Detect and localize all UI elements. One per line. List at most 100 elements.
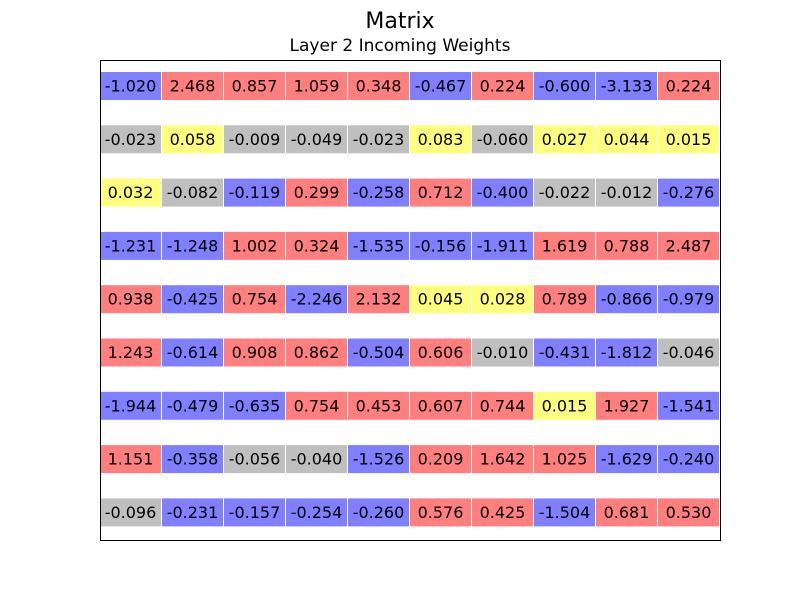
matrix-cell-bg <box>534 498 595 527</box>
matrix-cell-value: 0.425 <box>480 503 526 522</box>
matrix-cell-value: -0.156 <box>415 236 467 255</box>
matrix-cell-value: 2.132 <box>356 290 402 309</box>
matrix-cell-value: -0.425 <box>167 290 219 309</box>
matrix-cell-bg <box>534 445 595 474</box>
matrix-cell-bg <box>596 72 657 100</box>
matrix-cell-value: -0.060 <box>477 130 529 149</box>
matrix-cell-bg <box>162 72 223 100</box>
matrix-cell-bg <box>658 72 719 100</box>
matrix-cell-value: 0.862 <box>294 343 340 362</box>
matrix-cell-value: -2.246 <box>291 290 343 309</box>
matrix-cell-value: 1.151 <box>108 450 154 469</box>
matrix-cell-bg <box>534 125 595 154</box>
matrix-cell-bg <box>534 391 595 420</box>
matrix-cell-value: -0.467 <box>415 77 467 96</box>
matrix-cell-bg <box>658 498 719 527</box>
matrix-cell-value: -0.023 <box>105 130 157 149</box>
matrix-cell-bg <box>596 498 657 527</box>
matrix-cell-value: 0.754 <box>294 396 340 415</box>
matrix-cell-value: -1.541 <box>663 396 715 415</box>
matrix-cell-bg <box>100 285 161 314</box>
matrix-cell-value: 0.453 <box>356 396 402 415</box>
matrix-cell-value: 0.209 <box>418 450 464 469</box>
matrix-cell-bg <box>658 125 719 154</box>
matrix-cell-bg <box>162 338 223 367</box>
matrix-cell-bg <box>348 231 409 260</box>
matrix-cell-bg <box>596 231 657 260</box>
matrix-cell-bg <box>348 125 409 154</box>
matrix-cell-bg <box>348 498 409 527</box>
matrix-cell-value: -0.119 <box>229 183 281 202</box>
matrix-cell-value: 0.857 <box>232 77 278 96</box>
matrix-cell-bg <box>410 231 471 260</box>
matrix-cell-value: 0.348 <box>356 77 402 96</box>
matrix-cell-bg <box>286 125 347 154</box>
matrix-cell-bg <box>100 338 161 367</box>
plot-frame <box>100 60 721 541</box>
matrix-cell-bg <box>472 445 533 474</box>
matrix-cell-value: 0.908 <box>232 343 278 362</box>
matrix-cell-bg <box>100 231 161 260</box>
matrix-cell-value: 0.015 <box>542 396 588 415</box>
matrix-cell-value: 0.015 <box>666 130 712 149</box>
matrix-cell-bg <box>410 391 471 420</box>
matrix-cell-bg <box>162 391 223 420</box>
matrix-cell-bg <box>472 498 533 527</box>
matrix-cell-bg <box>286 338 347 367</box>
matrix-cell-value: -0.358 <box>167 450 219 469</box>
matrix-cell-value: 0.789 <box>542 290 588 309</box>
matrix-cell-bg <box>286 285 347 314</box>
matrix-cell-value: -0.022 <box>539 183 591 202</box>
matrix-cell-bg <box>224 178 285 207</box>
matrix-cell-bg <box>286 231 347 260</box>
matrix-cell-value: 1.642 <box>480 450 526 469</box>
matrix-cell-value: 1.002 <box>232 236 278 255</box>
matrix-cell-bg <box>224 125 285 154</box>
matrix-cell-bg <box>162 231 223 260</box>
matrix-cell-bg <box>534 72 595 100</box>
matrix-cell-value: -0.504 <box>353 343 405 362</box>
matrix-cell-value: 0.754 <box>232 290 278 309</box>
matrix-cell-value: 0.044 <box>604 130 650 149</box>
matrix-cell-bg <box>224 445 285 474</box>
matrix-cell-bg <box>348 391 409 420</box>
matrix-cell-value: 1.619 <box>542 236 588 255</box>
matrix-cell-bg <box>162 498 223 527</box>
matrix-cell-bg <box>162 285 223 314</box>
matrix-cell-value: -0.635 <box>229 396 281 415</box>
matrix-cell-bg <box>224 231 285 260</box>
matrix-cell-value: -1.911 <box>477 236 529 255</box>
matrix-cell-value: -1.944 <box>105 396 157 415</box>
matrix-cell-value: 0.224 <box>666 77 712 96</box>
matrix-cell-bg <box>100 125 161 154</box>
matrix-cell-value: -0.046 <box>663 343 715 362</box>
matrix-cell-bg <box>658 285 719 314</box>
matrix-cell-value: 0.606 <box>418 343 464 362</box>
matrix-cell-value: 0.045 <box>418 290 464 309</box>
matrix-cell-bg <box>596 285 657 314</box>
matrix-cell-bg <box>286 445 347 474</box>
matrix-cell-bg <box>596 391 657 420</box>
chart-subtitle: Layer 2 Incoming Weights <box>289 36 511 56</box>
matrix-cell-value: 0.224 <box>480 77 526 96</box>
matrix-cell-bg <box>410 445 471 474</box>
matrix-cell-value: -0.258 <box>353 183 405 202</box>
matrix-cell-value: -0.009 <box>229 130 281 149</box>
matrix-cell-value: -0.049 <box>291 130 343 149</box>
matrix-cell-bg <box>224 498 285 527</box>
matrix-cell-bg <box>410 125 471 154</box>
matrix-cell-value: 1.025 <box>542 450 588 469</box>
matrix-cell-value: -0.614 <box>167 343 219 362</box>
matrix-cell-bg <box>100 391 161 420</box>
matrix-cell-bg <box>410 178 471 207</box>
matrix-cell-value: -3.133 <box>601 77 653 96</box>
matrix-cell-value: 0.744 <box>480 396 526 415</box>
matrix-cell-bg <box>658 338 719 367</box>
matrix-cell-value: -0.056 <box>229 450 281 469</box>
matrix-cell-bg <box>410 338 471 367</box>
matrix-cell-bg <box>534 231 595 260</box>
matrix-cell-value: 1.927 <box>604 396 650 415</box>
matrix-cell-bg <box>348 178 409 207</box>
matrix-cell-bg <box>596 178 657 207</box>
matrix-cell-value: -1.535 <box>353 236 405 255</box>
